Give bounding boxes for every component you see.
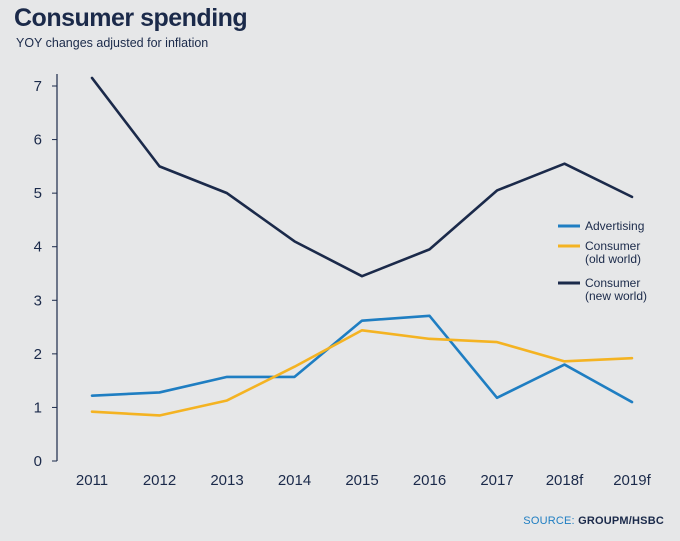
source-prefix: SOURCE: — [523, 515, 579, 527]
chart-subtitle: YOY changes adjusted for inflation — [16, 36, 209, 50]
y-tick-label: 6 — [34, 132, 42, 149]
x-tick-label: 2019f — [613, 472, 651, 489]
y-axis-ticks: 0 1 2 3 4 5 6 7 — [34, 78, 57, 470]
legend-label: (new world) — [585, 289, 647, 303]
y-tick-label: 7 — [34, 78, 42, 95]
x-tick-label: 2015 — [345, 472, 378, 489]
legend-label: Consumer — [585, 239, 640, 253]
series-lines — [90, 76, 634, 417]
x-tick-label: 2016 — [413, 472, 446, 489]
legend-label: Consumer — [585, 276, 640, 290]
x-tick-label: 2013 — [210, 472, 243, 489]
series-line-consumer-old-world — [90, 328, 634, 417]
y-tick-label: 1 — [34, 399, 42, 416]
x-tick-label: 2014 — [278, 472, 311, 489]
series-line-advertising — [90, 314, 634, 404]
x-tick-label: 2012 — [143, 472, 176, 489]
source-note: SOURCE: GROUPM/HSBC — [523, 515, 664, 527]
x-axis-ticks: 2011 2012 2013 2014 2015 2016 2017 2018f 2019f — [76, 472, 652, 489]
source-name: GROUPM/HSBC — [578, 515, 664, 527]
y-tick-label: 4 — [34, 239, 42, 256]
x-tick-label: 2018f — [546, 472, 584, 489]
x-tick-label: 2011 — [76, 472, 108, 489]
series-line-consumer-new-world — [90, 76, 634, 278]
y-tick-label: 3 — [34, 292, 42, 309]
y-tick-label: 2 — [34, 346, 42, 363]
y-tick-label: 0 — [34, 453, 42, 470]
legend-label: Advertising — [585, 219, 644, 233]
x-tick-label: 2017 — [480, 472, 513, 489]
y-tick-label: 5 — [34, 185, 42, 202]
legend-label: (old world) — [585, 252, 641, 266]
chart-title: Consumer spending — [14, 4, 248, 32]
